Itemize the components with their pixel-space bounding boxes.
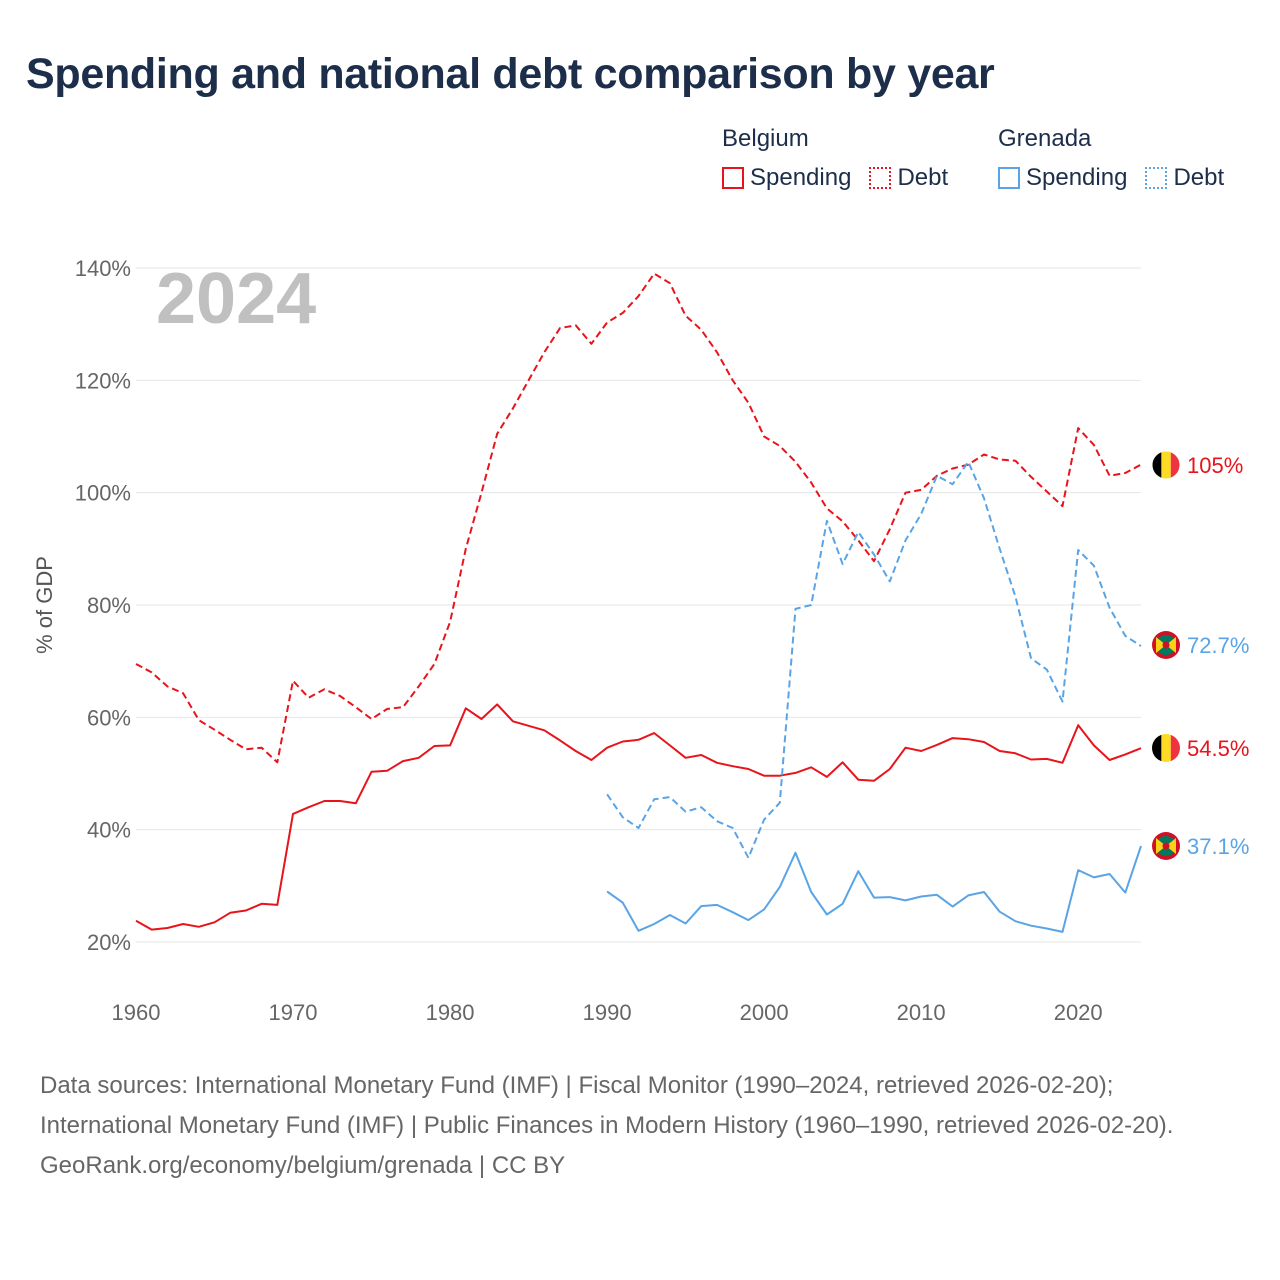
legend-swatch-solid-red (722, 167, 744, 189)
legend-belgium-spending[interactable]: Spending (722, 164, 851, 192)
series-lines (135, 272, 1142, 933)
series-line-belgium-debt[interactable] (135, 272, 1142, 764)
legend-swatch-dotted-red (869, 167, 892, 189)
end-label-belgium-spending: 54.5% (1187, 736, 1249, 761)
end-label-belgium-debt: 105% (1187, 453, 1243, 478)
axis-ticks: 20% 40% 60% 80% 100% 120% 140% 1960 1970 1980 1990… (75, 256, 1103, 1025)
series-line-grenada-spending[interactable] (606, 845, 1142, 933)
source-url[interactable]: GeoRank.org/economy/belgium/grenada | CC… (40, 1152, 566, 1179)
chart-title: Spending and national debt comparison by… (26, 50, 995, 98)
legend-belgium-debt[interactable]: Debt (869, 164, 948, 192)
grid-lines (136, 267, 1141, 943)
belgium-flag-icon (1151, 450, 1181, 480)
legend-swatch-solid-blue (998, 167, 1020, 189)
y-tick-label: 20% (87, 930, 131, 955)
y-tick-label: 60% (87, 705, 131, 730)
belgium-flag-icon (1152, 734, 1180, 762)
legend-label: Spending (750, 164, 852, 191)
end-label-grenada-spending: 37.1% (1187, 834, 1249, 859)
legend-country-grenada: Grenada (998, 125, 1092, 152)
legend-grenada: Grenada Spending Debt (998, 122, 1242, 192)
series-line-grenada-debt[interactable] (606, 460, 1142, 859)
year-watermark: 2024 (156, 259, 316, 339)
source-note: Data sources: International Monetary Fun… (40, 1066, 1240, 1186)
line-chart: 20% 40% 60% 80% 100% 120% 140% 1960 1970 1980 1990… (32, 256, 1249, 1025)
legend-grenada-spending[interactable]: Spending (998, 164, 1127, 192)
y-tick-label: 80% (87, 593, 131, 618)
x-tick-label: 1970 (269, 1000, 318, 1025)
y-tick-label: 100% (75, 481, 131, 506)
x-tick-label: 2010 (897, 1000, 946, 1025)
series-line-belgium-spending[interactable] (135, 703, 1142, 931)
y-tick-label: 120% (75, 368, 131, 393)
legend-label: Debt (1173, 164, 1225, 191)
x-tick-label: 1960 (112, 1000, 161, 1025)
legend-grenada-debt[interactable]: Debt (1145, 164, 1224, 192)
y-axis-label: % of GDP (32, 556, 57, 654)
grenada-flag-icon (1152, 832, 1180, 860)
end-label-grenada-debt: 72.7% (1187, 633, 1249, 658)
legend-swatch-dotted-blue (1145, 167, 1168, 189)
legend-belgium: Belgium Spending Debt (722, 122, 966, 192)
y-tick-label: 40% (87, 818, 131, 843)
y-tick-label: 140% (75, 256, 131, 281)
source-citation: Data sources: International Monetary Fun… (40, 1072, 1174, 1139)
legend-country-belgium: Belgium (722, 125, 809, 152)
legend-label: Debt (897, 164, 949, 191)
x-tick-label: 2020 (1054, 1000, 1103, 1025)
x-tick-label: 2000 (740, 1000, 789, 1025)
legend-label: Spending (1026, 164, 1128, 191)
grenada-flag-icon (1152, 631, 1180, 659)
x-tick-label: 1990 (583, 1000, 632, 1025)
x-tick-label: 1980 (426, 1000, 475, 1025)
